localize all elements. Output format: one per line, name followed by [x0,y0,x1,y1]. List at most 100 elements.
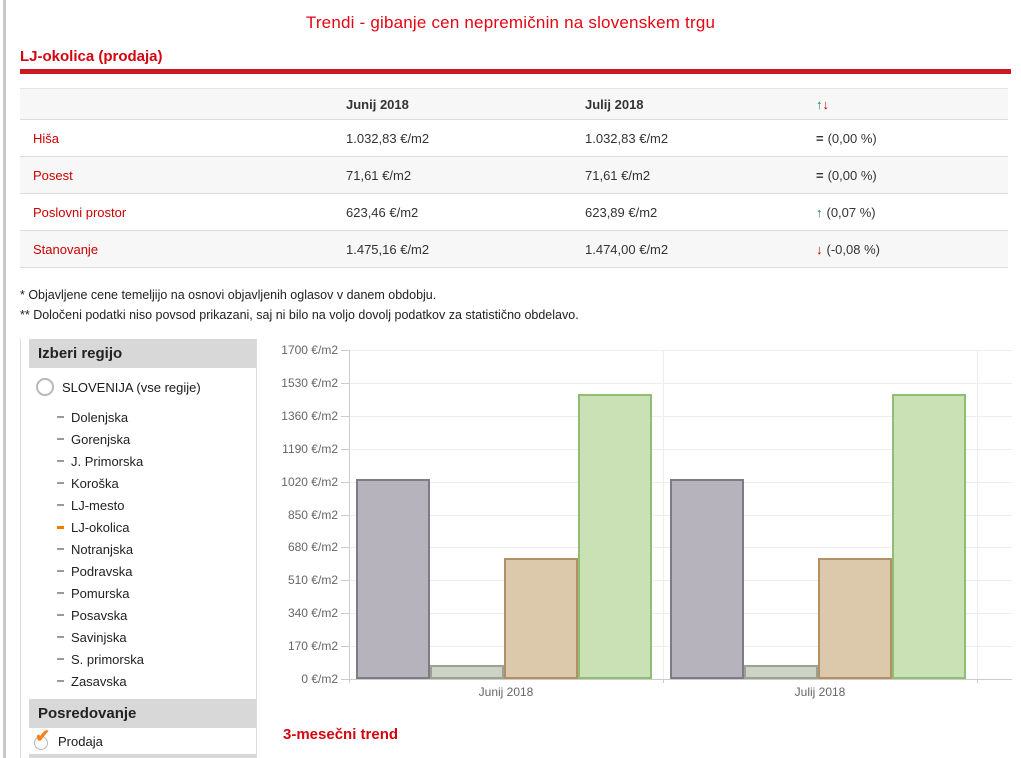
trend-equal-icon: = [816,130,824,146]
region-label: Dolenjska [71,409,129,425]
sidebar-item-lj-okolica[interactable]: LJ-okolica [21,516,256,538]
trend-cell: ↓ (-0,08 %) [803,242,1008,257]
dash-icon [57,680,64,682]
sidebar-item-notranjska[interactable]: Notranjska [21,538,256,560]
region-sidebar: Izberi regijo SLOVENIJA (vse regije) Dol… [20,339,257,758]
x-tick [663,679,664,683]
y-tick-label: 1530 €/m2 [281,375,338,390]
dash-icon [57,658,64,660]
region-label: Savinjska [71,629,127,645]
region-label: J. Primorska [71,453,144,469]
trend-up-icon: ↑ [816,204,823,220]
region-label: Posavska [71,607,128,623]
bar-posest [430,665,504,679]
y-tick-label: 1360 €/m2 [281,408,338,423]
table-row: Hiša 1.032,83 €/m2 1.032,83 €/m2 = (0,00 %) [20,120,1008,157]
checkbox-prodaja[interactable]: ✔ Prodaja [21,726,256,752]
sidebar-item-gorenjska[interactable]: Gorenjska [21,428,256,450]
region-list: Dolenjska Gorenjska J. Primorska Koroška LJ-… [21,406,256,692]
trend-down-icon: ↓ [816,241,823,257]
dash-icon [57,592,64,594]
region-label: LJ-mesto [71,497,125,513]
bar-stanovanje [892,393,966,679]
y-tick [341,580,349,582]
section-heading: LJ-okolica (prodaja) [20,48,163,65]
checkbox-checked-icon[interactable]: ✔ [34,726,52,750]
dash-icon [57,438,64,440]
next-section-header-cutoff [29,754,256,758]
checkbox-label: Prodaja [58,733,103,749]
change-percent: (0,00 %) [827,167,877,183]
x-category-label: Junij 2018 [478,685,534,699]
dash-icon [57,482,64,484]
table-row: Stanovanje 1.475,16 €/m2 1.474,00 €/m2 ↓ (-0… [20,231,1008,268]
y-tick-label: 170 €/m2 [287,639,338,654]
footnote-2: ** Določeni podatki niso povsod prikazan… [20,308,579,322]
page-left-edge [3,0,6,758]
month2-value: 623,89 €/m2 [585,204,658,220]
month2-value: 1.032,83 €/m2 [585,130,669,146]
change-percent: (-0,08 %) [826,241,880,257]
trend-equal-icon: = [816,167,824,183]
row-label-cell: Stanovanje [20,242,333,257]
dash-icon [57,416,64,418]
y-tick-label: 1190 €/m2 [282,441,338,456]
y-tick [341,514,349,516]
region-label: Gorenjska [71,431,131,447]
mediation-header: Posredovanje [29,699,256,728]
sidebar-item-j-primorska[interactable]: J. Primorska [21,450,256,472]
sidebar-item-pomurska[interactable]: Pomurska [21,582,256,604]
radio-label: SLOVENIJA (vse regije) [62,379,201,395]
bar-stanovanje [578,393,652,679]
y-tick [341,547,349,549]
category-boundary [663,350,664,679]
region-label: Podravska [71,563,133,579]
sidebar-item-s-primorska[interactable]: S. primorska [21,648,256,670]
trend-cell: = (0,00 %) [803,131,1008,146]
radio-icon[interactable] [36,378,54,396]
property-type-link[interactable]: Stanovanje [33,241,99,257]
sidebar-item-koro-ka[interactable]: Koroška [21,472,256,494]
page-title: Trendi - gibanje cen nepremičnin na slov… [305,13,716,32]
property-type-link[interactable]: Hiša [33,130,60,146]
y-tick-label: 1020 €/m2 [281,474,338,489]
trend-cell: = (0,00 %) [803,168,1008,183]
row-label-cell: Hiša [20,131,333,146]
trend-heading: 3-mesečni trend [283,726,399,743]
property-type-link[interactable]: Posest [33,167,73,183]
sidebar-item-lj-mesto[interactable]: LJ-mesto [21,494,256,516]
gridline [349,679,1012,680]
gridline [349,415,1012,417]
row-label-cell: Posest [20,168,333,183]
y-tick-label: 1700 €/m2 [281,343,338,357]
gridline [349,448,1012,450]
category-boundary [349,350,350,679]
property-type-link[interactable]: Poslovni prostor [33,204,127,220]
y-tick [341,415,349,417]
sidebar-item-posavska[interactable]: Posavska [21,604,256,626]
bar-posest [744,665,818,679]
sidebar-item-zasavska[interactable]: Zasavska [21,670,256,692]
region-label: LJ-okolica [71,519,130,535]
month1-value: 71,61 €/m2 [346,167,412,183]
sidebar-item-savinjska[interactable]: Savinjska [21,626,256,648]
gridline [349,350,1012,351]
region-label: Koroška [71,475,119,491]
y-tick [341,448,349,450]
y-tick-label: 340 €/m2 [287,606,338,621]
radio-slovenia[interactable]: SLOVENIJA (vse regije) [21,368,256,406]
region-label: Pomurska [71,585,130,601]
sidebar-item-podravska[interactable]: Podravska [21,560,256,582]
section-divider [20,69,1011,74]
sidebar-item-dolenjska[interactable]: Dolenjska [21,406,256,428]
header-cell-month1: Junij 2018 [346,96,409,112]
dash-icon [57,460,64,462]
month2-value: 71,61 €/m2 [585,167,651,183]
y-tick-label: 680 €/m2 [287,540,338,555]
y-tick [341,350,349,351]
month2-value: 1.474,00 €/m2 [585,241,669,257]
change-percent: (0,00 %) [827,130,877,146]
header-cell-month2: Julij 2018 [585,96,644,112]
gridline [349,382,1012,384]
